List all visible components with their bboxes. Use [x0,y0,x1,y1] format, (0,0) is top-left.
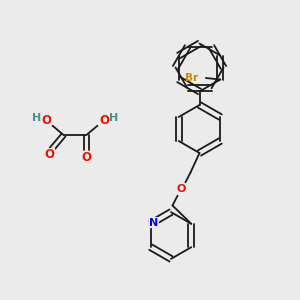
Text: Br: Br [185,73,198,83]
Text: H: H [32,113,41,123]
Text: H: H [109,113,118,123]
Text: O: O [45,148,55,161]
Text: O: O [41,113,51,127]
Text: N: N [149,218,158,228]
Text: O: O [99,113,109,127]
Text: O: O [81,151,92,164]
Text: O: O [177,184,186,194]
